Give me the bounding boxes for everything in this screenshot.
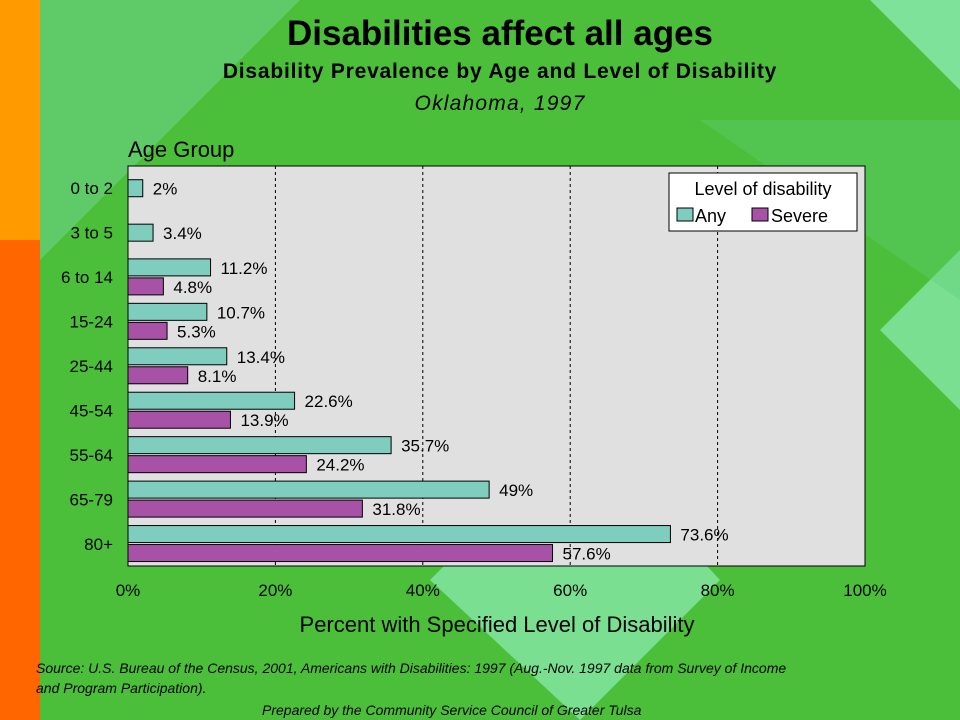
y-axis-label: Age Group bbox=[128, 137, 234, 162]
bar-severe-15-24 bbox=[127, 321, 168, 340]
bar-any-15-24 bbox=[127, 302, 208, 321]
x-tick-labels: 0% 20% 40% 60% 80% 100% bbox=[116, 581, 887, 600]
data-label-severe: 5.3% bbox=[177, 322, 216, 341]
bar-severe-55-64 bbox=[127, 455, 307, 474]
category-label: 55-64 bbox=[70, 446, 113, 465]
category-label: 25-44 bbox=[70, 357, 113, 376]
x-tick-label: 20% bbox=[258, 581, 292, 600]
legend-label-severe: Severe bbox=[771, 206, 828, 226]
data-label-any: 11.2% bbox=[221, 259, 268, 278]
left-strip-red bbox=[0, 240, 40, 720]
legend: Level of disability Any Severe bbox=[668, 172, 858, 232]
bar-any-65-79 bbox=[127, 480, 490, 499]
data-label-severe: 57.6% bbox=[563, 545, 611, 564]
bar-any-6-to-14 bbox=[127, 258, 212, 277]
source-note-line-1: Source: U.S. Bureau of the Census, 2001,… bbox=[36, 660, 787, 676]
data-label-severe: 13.9% bbox=[240, 411, 288, 430]
bar-any-80+ bbox=[127, 525, 671, 544]
legend-title: Level of disability bbox=[694, 179, 831, 199]
data-label-severe: 8.1% bbox=[198, 367, 237, 386]
category-label: 3 to 5 bbox=[70, 224, 113, 243]
legend-swatch-any bbox=[676, 207, 694, 222]
plot-area bbox=[127, 165, 866, 567]
data-label-any: 49% bbox=[499, 481, 533, 500]
x-tick-label: 40% bbox=[406, 581, 440, 600]
bar-any-25-44 bbox=[127, 347, 228, 366]
data-label-any: 73.6% bbox=[680, 526, 728, 545]
category-label: 0 to 2 bbox=[70, 179, 113, 198]
x-tick-label: 100% bbox=[843, 581, 886, 600]
category-label: 15-24 bbox=[70, 313, 113, 332]
x-tick-label: 60% bbox=[553, 581, 587, 600]
category-label: 80+ bbox=[84, 535, 113, 554]
chart-subtitle: Disability Prevalence by Age and Level o… bbox=[222, 60, 778, 83]
prepared-by: Prepared by the Community Service Counci… bbox=[262, 702, 642, 718]
bar-any-45-54 bbox=[127, 391, 296, 410]
data-label-severe: 24.2% bbox=[316, 456, 364, 475]
data-label-any: 13.4% bbox=[237, 348, 285, 367]
category-label: 6 to 14 bbox=[61, 268, 113, 287]
bar-severe-45-54 bbox=[127, 410, 231, 429]
data-label-severe: 4.8% bbox=[173, 278, 212, 297]
x-tick-label: 80% bbox=[701, 581, 735, 600]
data-label-any: 22.6% bbox=[305, 392, 353, 411]
left-strip-orange bbox=[0, 0, 40, 240]
x-axis-label: Percent with Specified Level of Disabili… bbox=[300, 612, 695, 637]
data-label-any: 35.7% bbox=[401, 437, 449, 456]
source-note-line-2: and Program Participation). bbox=[36, 680, 207, 696]
legend-label-any: Any bbox=[695, 206, 726, 226]
bar-any-55-64 bbox=[127, 436, 392, 455]
bar-severe-65-79 bbox=[127, 499, 363, 518]
bar-any-3-to-5 bbox=[127, 223, 154, 242]
category-label: 45-54 bbox=[70, 401, 113, 420]
bar-severe-80+ bbox=[127, 544, 554, 563]
category-label: 65-79 bbox=[70, 490, 113, 509]
x-tick-label: 0% bbox=[116, 581, 141, 600]
bars: 2% 3.4% 11.2% 4.8% 10.7%5.3% 13.4%8.1% 22.6% 13… bbox=[127, 179, 729, 564]
data-label-severe: 31.8% bbox=[372, 500, 420, 519]
legend-swatch-severe bbox=[751, 207, 769, 222]
bar-any-0-to-2 bbox=[127, 179, 144, 198]
data-label-any: 10.7% bbox=[217, 303, 265, 322]
data-label-any: 2% bbox=[153, 180, 178, 199]
bar-severe-25-44 bbox=[127, 366, 189, 385]
category-labels: 0 to 2 3 to 5 6 to 14 15-24 25-44 45-54 55-64 6… bbox=[61, 179, 113, 554]
slide-title: Disabilities affect all ages bbox=[286, 14, 713, 53]
gridlines bbox=[274, 166, 719, 566]
bar-severe-6-to-14 bbox=[127, 277, 164, 296]
chart-place-year: Oklahoma, 1997 bbox=[414, 92, 586, 115]
data-label-any: 3.4% bbox=[163, 224, 202, 243]
